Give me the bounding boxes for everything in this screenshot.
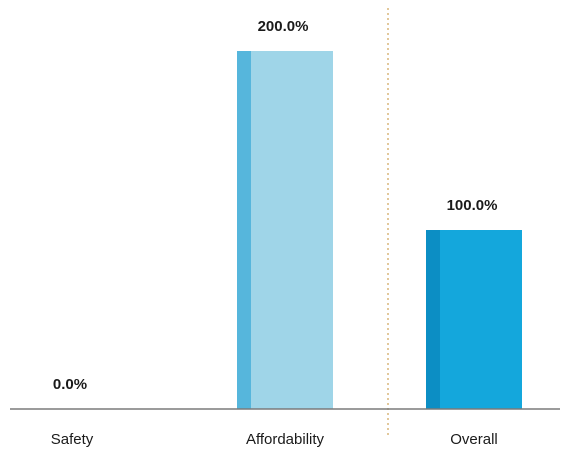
bar-overall	[426, 230, 522, 409]
category-label-affordability: Affordability	[246, 431, 325, 448]
category-labels-group: Safety Affordability Overall	[51, 431, 498, 448]
bars-group	[237, 51, 522, 409]
bar-affordability-edge	[237, 51, 251, 409]
category-label-overall: Overall	[450, 431, 498, 448]
value-label-safety: 0.0%	[53, 376, 87, 393]
value-labels-group: 0.0% 200.0% 100.0%	[53, 18, 498, 393]
value-label-overall: 100.0%	[447, 197, 498, 214]
bar-affordability	[237, 51, 333, 409]
value-label-affordability: 200.0%	[258, 18, 309, 35]
category-label-safety: Safety	[51, 431, 94, 448]
bar-overall-edge	[426, 230, 440, 409]
